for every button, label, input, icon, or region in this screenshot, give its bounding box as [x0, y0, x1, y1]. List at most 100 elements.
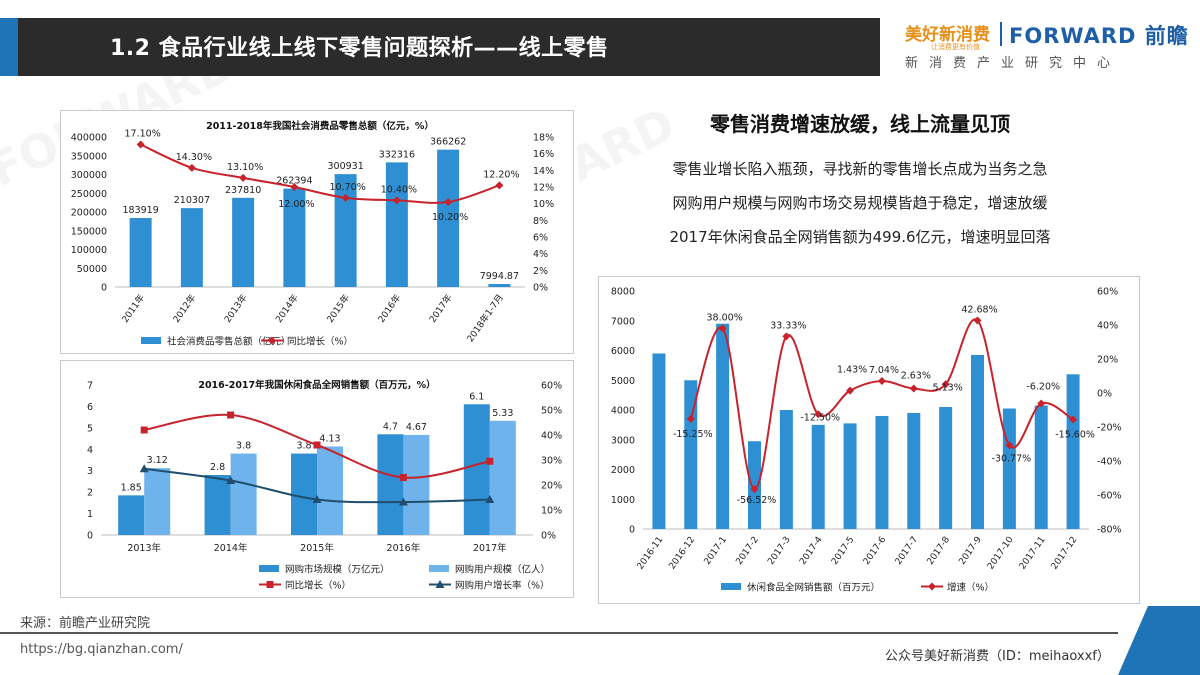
bar: [1034, 405, 1048, 529]
line-point: [486, 457, 494, 465]
y-left-tick-label: 0: [629, 525, 635, 536]
y-right-tick-label: 30%: [541, 456, 562, 467]
x-tick-label: 2016-12: [667, 535, 697, 572]
bar-value-label: 262394: [276, 176, 312, 187]
line-point: [392, 196, 401, 205]
x-tick-label: 2017-6: [862, 535, 889, 567]
bar: [291, 453, 317, 535]
bar: [907, 412, 921, 529]
header-bar: [0, 18, 880, 76]
y-left-tick-label: 350000: [71, 151, 107, 162]
legend-label: 同比增长（%）: [287, 336, 353, 348]
bar: [129, 218, 152, 287]
y-left-tick-label: 2000: [611, 465, 635, 476]
x-tick-label: 2015年: [324, 292, 352, 325]
y-right-tick-label: -60%: [1097, 491, 1122, 502]
x-tick-label: 2016年: [387, 542, 421, 554]
y-left-tick-label: 150000: [71, 226, 107, 237]
y-left-tick-label: 4: [87, 445, 93, 456]
chart-panel-retail: 2011-2018年我国社会消费品零售总额（亿元，%） 0 50000 100000 1…: [60, 110, 574, 354]
y-right-tick-label: 16%: [533, 149, 554, 160]
y-right-tick-label: 8%: [533, 216, 548, 227]
x-tick-label: 2017-9: [957, 535, 984, 567]
y-left-tick-label: 2: [87, 488, 93, 499]
bar-value-label: 1.85: [121, 482, 142, 493]
line-point: [399, 474, 407, 481]
y-left-tick-label: 100000: [71, 245, 107, 256]
y-left-tick-label: 3: [87, 466, 93, 477]
footer-url[interactable]: https://bg.qianzhan.com/: [20, 642, 183, 657]
x-tick-label: 2012年: [170, 292, 198, 325]
y-right-tick-label: 60%: [1097, 287, 1118, 298]
line-value-label: 10.70%: [330, 182, 366, 193]
x-tick-label: 2017-11: [1018, 535, 1048, 572]
bar: [779, 410, 793, 529]
bar: [971, 354, 984, 529]
bar-value-label: 237810: [225, 185, 261, 196]
bar: [652, 353, 666, 529]
legend-marker: [928, 582, 936, 591]
y-right-tick-label: -40%: [1097, 457, 1122, 468]
y-left-tick-label: 5000: [611, 376, 635, 387]
bar: [232, 197, 255, 287]
line-value-label: 38.00%: [707, 312, 743, 323]
y-left-tick-label: 4000: [611, 406, 635, 417]
corner-triangle: [1118, 606, 1148, 675]
line-value-label: -6.20%: [1026, 382, 1060, 393]
y-left-tick-label: 50000: [77, 264, 107, 275]
line-value-label: -12.50%: [800, 412, 840, 423]
line-point: [312, 495, 322, 503]
y-right-tick-label: 50%: [541, 406, 562, 417]
line-value-label: 12.20%: [483, 169, 519, 180]
line-point: [239, 173, 248, 182]
line-point: [1069, 415, 1078, 424]
x-tick-label: 2017-7: [894, 535, 920, 567]
y-right-tick-label: 6%: [533, 233, 548, 244]
x-tick-label: 2018年1-7月: [464, 292, 506, 344]
x-tick-label: 2017-3: [766, 535, 792, 567]
brand-logo: 美好新消费 让消费更有价值 FORWARD 前瞻 新消费产业研究中心: [905, 16, 1190, 76]
legend-label: 社会消费品零售总额（亿元）: [167, 336, 291, 348]
footer-account: 公众号美好新消费（ID：meihaoxxf）: [885, 649, 1110, 664]
logo-brand-en: FORWARD 前瞻: [1009, 24, 1189, 48]
bar-value-label: 5.33: [492, 408, 513, 419]
bar: [283, 188, 306, 287]
legend-label: 同比增长（%）: [285, 580, 351, 592]
header-accent: [0, 18, 18, 76]
online-market-chart: 2016-2017年我国休闲食品全网销售额（百万元，%） 0 1 2 3 4 5 6 7 0% 10…: [87, 379, 562, 592]
y-right-tick-label: 10%: [541, 506, 562, 517]
chart-panel-snack: 0 1000 2000 3000 4000 5000 6000 7000 8000 -80% -60…: [598, 276, 1140, 604]
y-left-tick-label: 5: [87, 423, 93, 434]
bar-value-label: 6.1: [469, 391, 484, 402]
bar: [144, 468, 171, 535]
bar-value-label: 3.8: [236, 441, 251, 452]
x-tick-label: 2017-8: [926, 535, 953, 567]
logo-brand-cn: 美好新消费: [905, 25, 990, 45]
line-value-label: 42.68%: [961, 304, 997, 315]
y-right-tick-label: 60%: [541, 381, 562, 392]
x-tick-label: 2011年: [119, 292, 147, 325]
bar: [489, 420, 516, 535]
y-right-tick-label: 0%: [1097, 389, 1112, 400]
legend-marker: [268, 336, 276, 345]
y-right-tick-label: 20%: [1097, 355, 1118, 366]
y-left-tick-label: 200000: [71, 208, 107, 219]
chart-title: 2011-2018年我国社会消费品零售总额（亿元，%）: [206, 120, 434, 132]
x-tick-label: 2017-10: [986, 535, 1016, 572]
line-point: [782, 332, 791, 341]
legend-swatch: [141, 337, 161, 344]
x-tick-label: 2014年: [273, 292, 301, 325]
y-left-tick-label: 1: [87, 509, 93, 520]
line-value-label: 10.20%: [432, 212, 468, 223]
line-point: [290, 183, 299, 191]
series-line: [140, 143, 500, 204]
line-point: [686, 414, 695, 423]
line-point: [398, 497, 408, 506]
bar: [230, 453, 257, 535]
chart-panel-online: 2016-2017年我国休闲食品全网销售额（百万元，%） 0 1 2 3 4 5 6 7 0% 10…: [60, 360, 574, 598]
bar: [875, 415, 889, 529]
bar: [463, 404, 490, 535]
bar: [1002, 408, 1016, 529]
y-left-tick-label: 7000: [611, 316, 635, 327]
y-left-tick-label: 6000: [611, 346, 635, 357]
